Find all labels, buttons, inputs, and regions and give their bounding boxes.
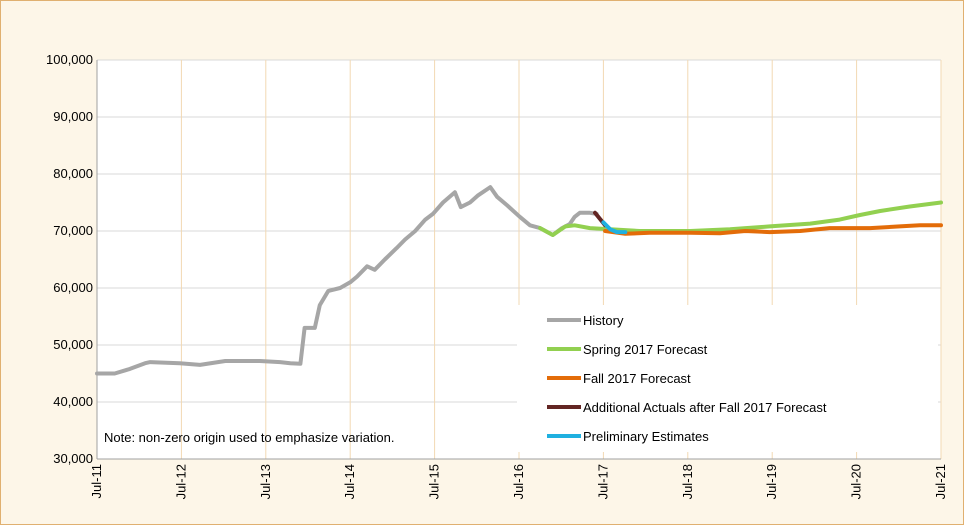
- x-tick-label: Jul-12: [173, 464, 188, 499]
- y-tick-label: 50,000: [53, 337, 93, 352]
- legend-label: Spring 2017 Forecast: [583, 342, 708, 357]
- x-tick-label: Jul-15: [427, 464, 442, 499]
- series-line: [538, 200, 943, 237]
- x-tick-label: Jul-18: [680, 464, 695, 499]
- y-tick-label: 60,000: [53, 280, 93, 295]
- x-tick-label: Jul-21: [933, 464, 948, 499]
- x-tick-label: Jul-16: [511, 464, 526, 499]
- legend: History Spring 2017 Forecast Fall 2017 For…: [517, 305, 938, 452]
- x-tick-label: Jul-13: [258, 464, 273, 499]
- x-tick-label: Jul-17: [595, 464, 610, 499]
- legend-box: [517, 305, 938, 452]
- x-tick-label: Jul-20: [849, 464, 864, 499]
- y-tick-label: 40,000: [53, 394, 93, 409]
- series-line: [601, 220, 628, 235]
- x-tick-label: Jul-14: [342, 464, 357, 499]
- legend-label: History: [583, 313, 624, 328]
- y-tick-label: 100,000: [46, 52, 93, 67]
- y-tick-label: 90,000: [53, 109, 93, 124]
- legend-label: Fall 2017 Forecast: [583, 371, 691, 386]
- lines: [95, 185, 943, 376]
- annotation: Note: non-zero origin used to emphasize …: [104, 430, 395, 445]
- x-tick-label: Jul-11: [89, 464, 104, 498]
- legend-label: Additional Actuals after Fall 2017 Forec…: [583, 400, 827, 415]
- y-tick-label: 30,000: [53, 451, 93, 466]
- legend-label: Preliminary Estimates: [583, 429, 709, 444]
- y-tick-label: 70,000: [53, 223, 93, 238]
- y-tick-label: 80,000: [53, 166, 93, 181]
- labels: 30,000 40,000 50,000 60,000 70,000 80,000 90,0…: [46, 52, 948, 499]
- x-tick-label: Jul-19: [764, 464, 779, 499]
- series-line: [603, 223, 943, 236]
- series-line: [95, 185, 599, 376]
